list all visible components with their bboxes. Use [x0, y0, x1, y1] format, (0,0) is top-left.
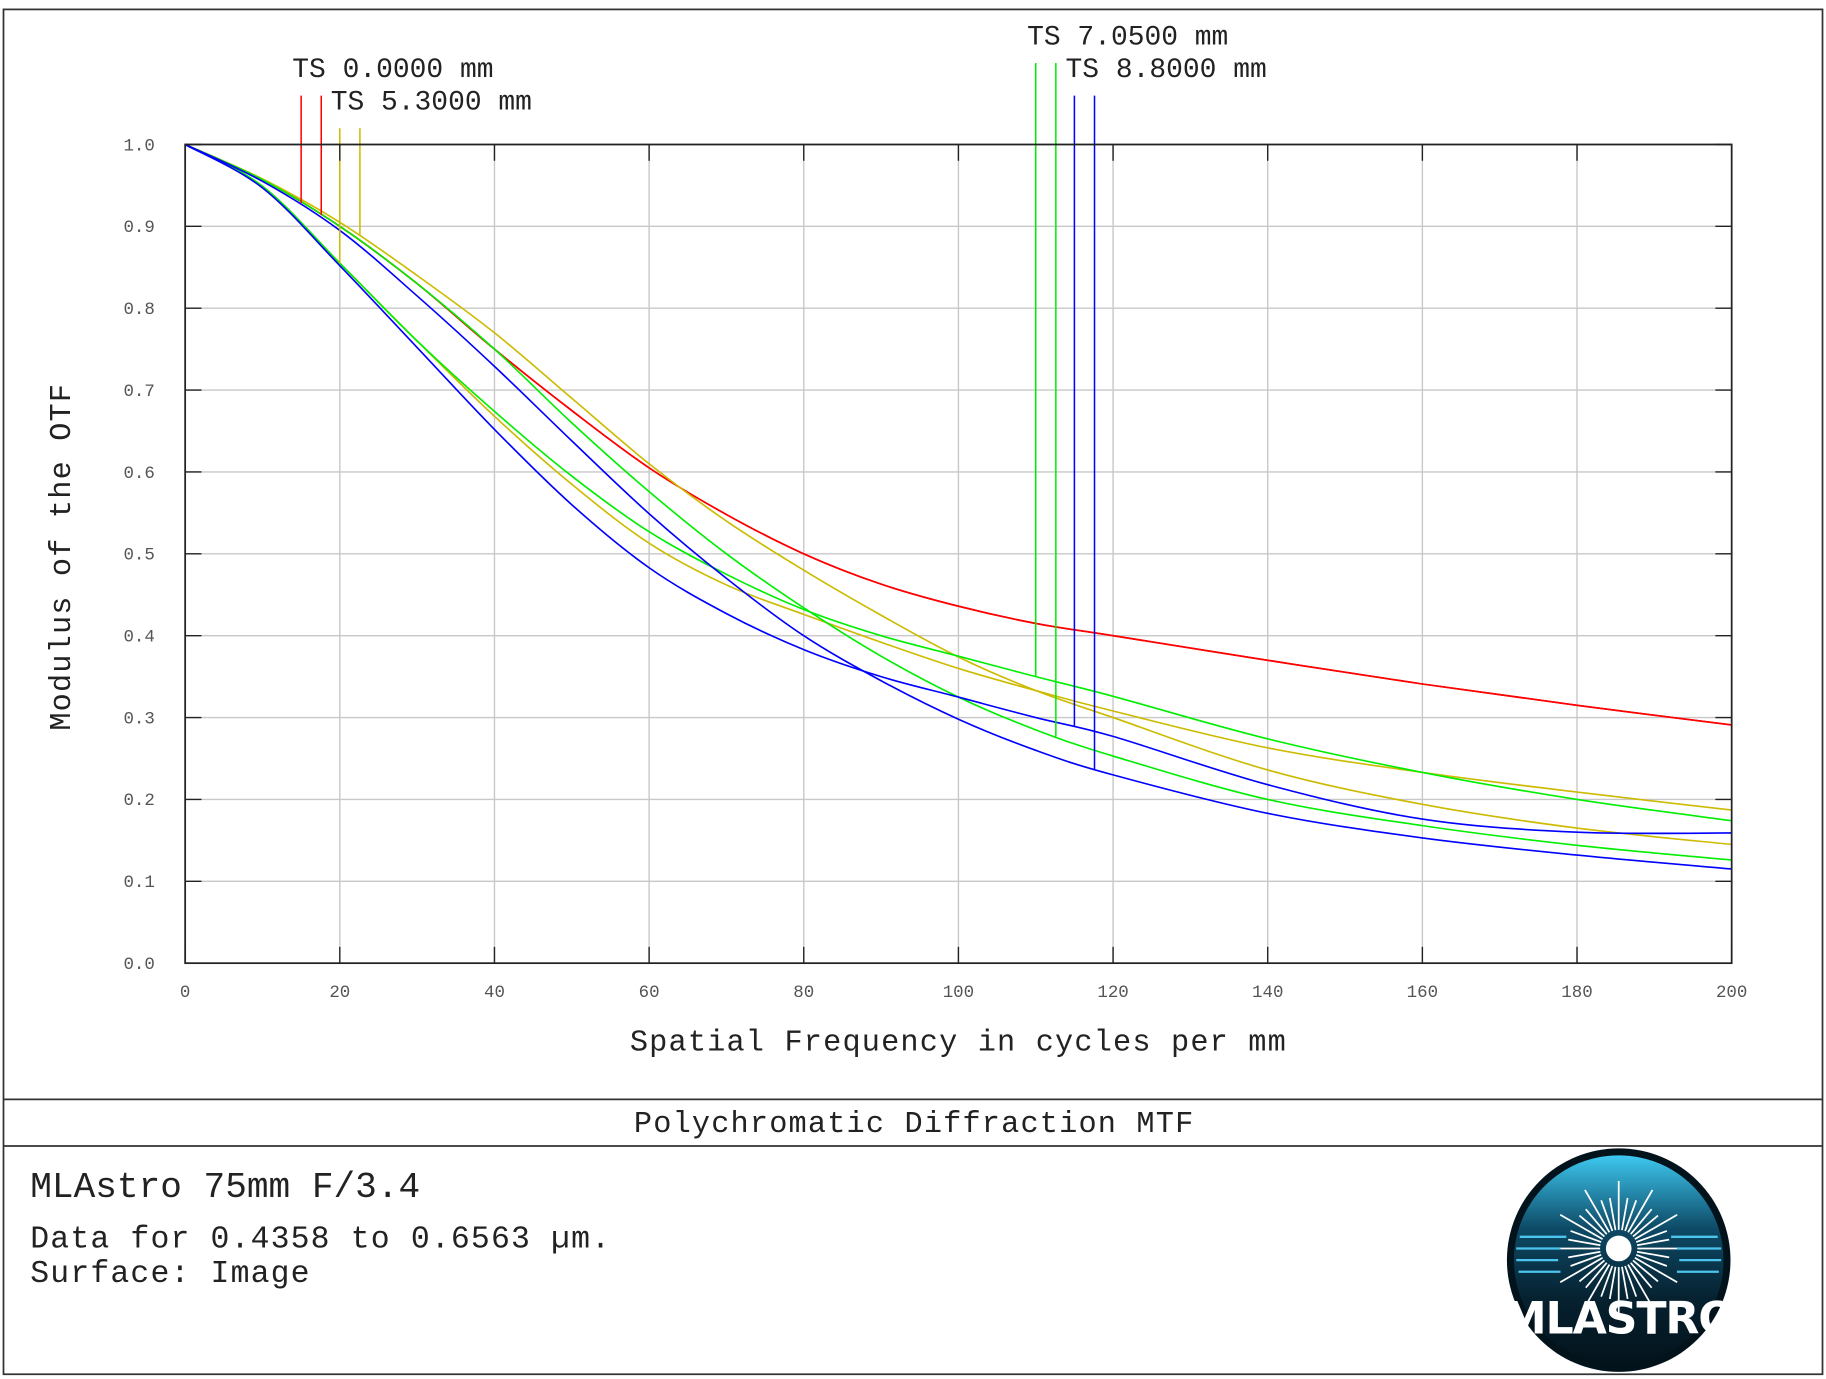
x-axis-title: Spatial Frequency in cycles per mm: [630, 1027, 1287, 1061]
logo-ray: [1634, 1257, 1678, 1284]
y-tick-label: 0.3: [123, 709, 154, 729]
logo-ray: [1624, 1265, 1638, 1297]
y-tick-label: 0.9: [123, 218, 154, 238]
logo-ray: [1568, 1238, 1601, 1247]
x-tick-label: 80: [793, 983, 814, 1003]
x-tick-label: 140: [1252, 983, 1283, 1003]
mtf-curve-field-1-b: [184, 143, 1732, 846]
wavelength-range: Data for 0.4358 to 0.6563 µm.: [30, 1222, 611, 1257]
tick-labels: 0 20 40 60 80 100 120 140 160 180 200 0.0 0.1 0.2 0.3 0…: [123, 136, 1747, 1003]
logo-ray: [1600, 1200, 1614, 1232]
curves: [184, 143, 1732, 870]
logo-ray: [1630, 1208, 1653, 1235]
logo-ray: [1634, 1213, 1678, 1240]
logo-ray: [1635, 1254, 1668, 1267]
logo-ray: [1632, 1259, 1659, 1283]
logo-ray: [1621, 1197, 1629, 1231]
logo-ray: [1584, 1189, 1611, 1233]
mlastro-logo: MLASTRO: [1503, 1148, 1736, 1372]
logo-ray: [1559, 1213, 1604, 1240]
y-tick-label: 0.4: [123, 628, 154, 648]
logo-ray: [1624, 1200, 1638, 1232]
x-tick-label: 180: [1561, 983, 1592, 1003]
y-tick-label: 0.0: [123, 955, 154, 975]
logo-ray: [1570, 1254, 1602, 1267]
legend-markers: [300, 62, 1096, 769]
chart-title: Polychromatic Diffraction MTF: [634, 1108, 1194, 1142]
x-tick-label: 60: [639, 983, 660, 1003]
logo-ray: [1585, 1208, 1608, 1235]
logo-ray: [1600, 1265, 1614, 1297]
legend-label: TS 8.8000 mm: [1066, 55, 1267, 86]
mtf-curve-field-3-b: [184, 143, 1732, 870]
logo-ray: [1584, 1264, 1611, 1308]
lens-name: MLAstro 75mm F/3.4: [30, 1167, 420, 1208]
logo-ray: [1578, 1259, 1605, 1283]
logo-ray: [1621, 1266, 1629, 1300]
legend-label: TS 7.0500 mm: [1027, 22, 1228, 53]
logo-ray: [1627, 1189, 1654, 1233]
y-axis-title: Modulus of the OTF: [46, 383, 80, 731]
x-tick-label: 40: [484, 983, 505, 1003]
logo-ray: [1585, 1262, 1608, 1289]
logo-ray: [1559, 1257, 1604, 1284]
y-tick-label: 0.8: [123, 300, 154, 320]
logo-ray: [1635, 1230, 1668, 1243]
logo-text: MLASTRO: [1503, 1293, 1735, 1344]
logo-ray: [1636, 1238, 1670, 1247]
logo-ray: [1608, 1266, 1617, 1300]
y-tick-label: 0.2: [123, 791, 154, 811]
y-tick-label: 0.6: [123, 464, 154, 484]
logo-ray: [1632, 1214, 1659, 1238]
legend-label: TS 5.3000 mm: [331, 88, 532, 119]
mtf-curve-field-3-a: [184, 143, 1732, 835]
x-tick-label: 120: [1097, 983, 1128, 1003]
y-tick-label: 1.0: [123, 136, 154, 156]
y-tick-label: 0.1: [123, 873, 154, 893]
y-tick-label: 0.5: [123, 546, 154, 566]
x-tick-label: 200: [1716, 983, 1747, 1003]
logo-ray: [1627, 1264, 1654, 1308]
surface-label: Surface: Image: [30, 1257, 310, 1292]
legend-label: TS 0.0000 mm: [292, 55, 493, 86]
y-tick-label: 0.7: [123, 382, 154, 402]
mtf-curve-field-2-a: [184, 143, 1732, 822]
logo-ray: [1568, 1250, 1601, 1259]
x-tick-label: 20: [329, 983, 350, 1003]
logo-ray: [1608, 1197, 1617, 1231]
x-tick-label: 0: [180, 983, 190, 1003]
logo-ray: [1636, 1250, 1670, 1259]
x-tick-label: 100: [943, 983, 974, 1003]
logo-ray: [1630, 1262, 1653, 1289]
x-tick-label: 160: [1407, 983, 1438, 1003]
logo-ray: [1570, 1230, 1602, 1243]
logo-ray: [1578, 1214, 1605, 1238]
mtf-curve-field-2-b: [184, 143, 1732, 861]
